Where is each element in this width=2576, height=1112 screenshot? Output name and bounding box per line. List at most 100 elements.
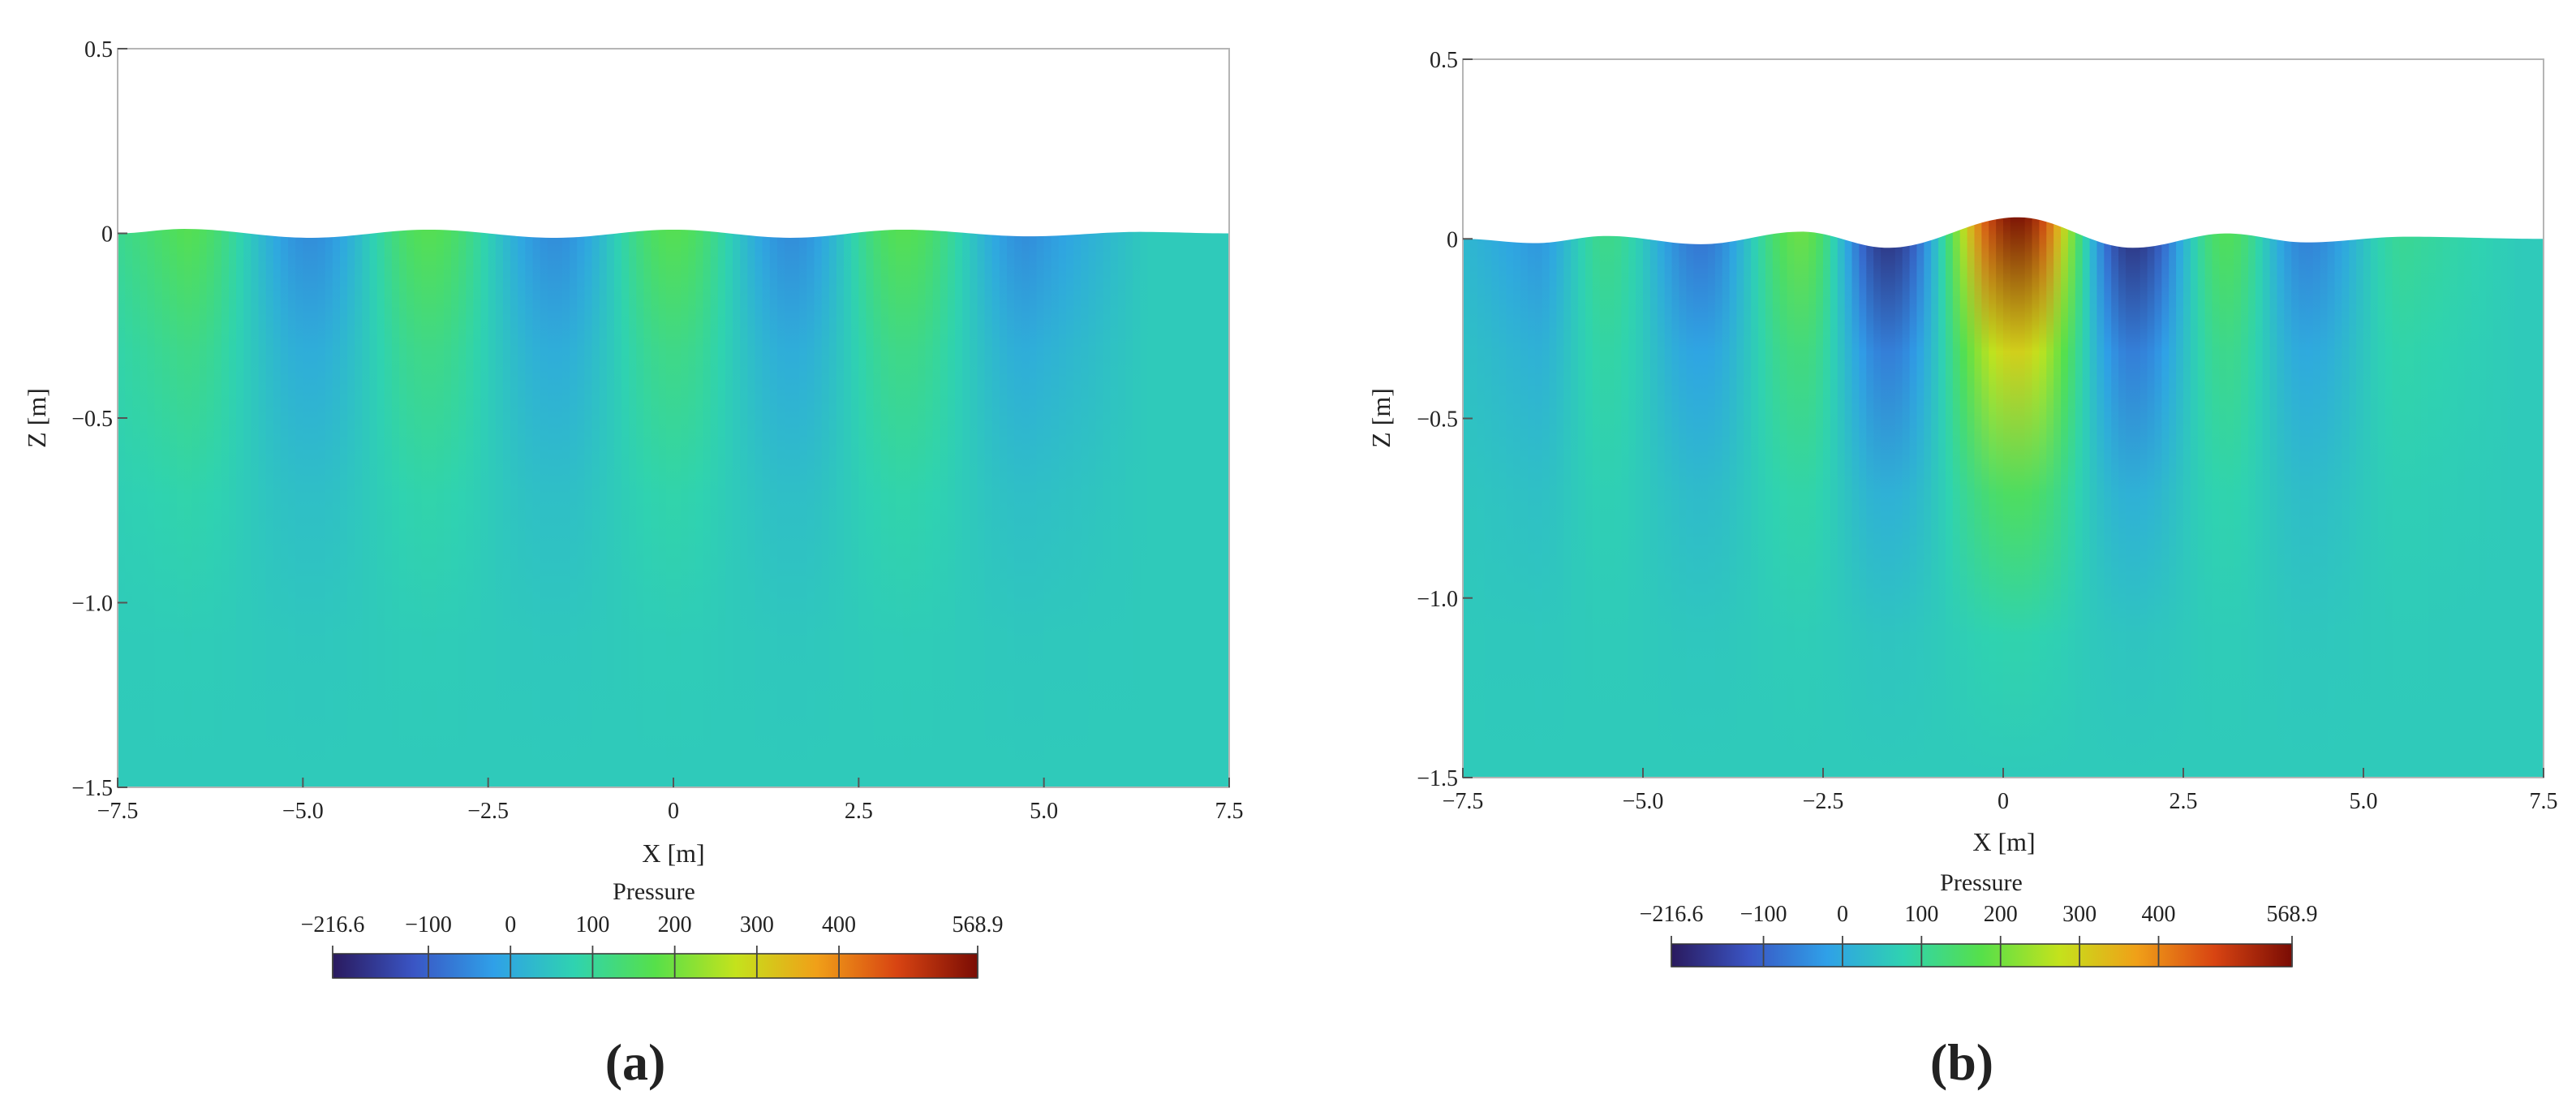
panel-b-field-column [2392, 209, 2401, 778]
panel-a-field-column [191, 204, 200, 787]
panel-a-field-column [325, 204, 333, 787]
panel-b-field-column [1989, 209, 1997, 778]
panel-a-colorbar-tick-label: 0 [505, 912, 516, 937]
panel-a-x-tick-label: −7.5 [97, 799, 139, 824]
panel-b-x-tick-label: 0 [1998, 789, 2009, 814]
panel-a-field-column [814, 204, 823, 787]
panel-b-field-column [1679, 209, 1688, 778]
panel-b-field-column [2046, 209, 2054, 778]
panel-a-colorbar-tick-label: −216.6 [301, 912, 365, 937]
panel-a-colorbar-tick-label: 100 [575, 912, 609, 937]
panel-b-field-column [1751, 209, 1759, 778]
panel-a-field-column [532, 204, 541, 787]
panel-a-field-column [1147, 204, 1156, 787]
panel-a-field-column [733, 204, 741, 787]
panel-a-x-axis-label: X [m] [642, 838, 704, 868]
panel-a-field-column [717, 204, 726, 787]
panel-b-field-column [2204, 209, 2213, 778]
panel-a-field-column [844, 204, 852, 787]
panel-a-colorbar-tick-label: −100 [405, 912, 452, 937]
panel-b-field-column [1779, 209, 1788, 778]
panel-b-field-column [2255, 209, 2264, 778]
panel-a-field-column [154, 204, 163, 787]
panel-a-field-column [510, 204, 518, 787]
panel-b-field-column [2089, 209, 2098, 778]
panel-b-field-column [2132, 209, 2141, 778]
panel-a-field-column [658, 204, 667, 787]
panel-b-field-column [2334, 209, 2343, 778]
panel-b-field-column [1469, 209, 1478, 778]
panel-b-colorbar-tick-label: 568.9 [2267, 902, 2318, 927]
panel-a-axes: −7.5 −5.0 −2.5 0 2.5 5.0 7.5 0.5 0 −0.5 −1.0 −1.5 [71, 37, 1243, 824]
panel-a-field-column [636, 204, 645, 787]
panel-b-field-column [1736, 209, 1745, 778]
panel-a-field-column [236, 204, 245, 787]
panel-b-field-column [2370, 209, 2379, 778]
panel-a-field-column [221, 204, 230, 787]
panel-a-field-column [436, 204, 445, 787]
panel-a-field-column [1021, 204, 1030, 787]
panel-a-field-column [495, 204, 504, 787]
panel-b-field-column [1967, 209, 1976, 778]
panel-b-field-column [2500, 209, 2509, 778]
panel-b-free-surface-mask [1463, 59, 2544, 248]
panel-a-label: (a) [605, 1033, 666, 1091]
panel-b-colorbar-tick-label: −216.6 [1640, 902, 1704, 927]
panel-b-field-column [1463, 209, 1471, 778]
panel-b-field-column [1851, 209, 1860, 778]
panel-b-colorbar-tick-label: −100 [1740, 902, 1787, 927]
panel-b: −7.5 −5.0 −2.5 0 2.5 5.0 7.5 0.5 0 −0.5 −1.0 −1.5 X… [1366, 48, 2558, 1091]
panel-b-field-column [2219, 209, 2228, 778]
panel-b-field-column [2061, 209, 2069, 778]
panel-b-field-column [1887, 209, 1896, 778]
panel-a-x-tick-label: 2.5 [845, 799, 873, 824]
panel-b-field-column [2406, 209, 2415, 778]
panel-a-field-column [932, 204, 941, 787]
panel-b-field-column [1707, 209, 1716, 778]
panel-a-field-column [991, 204, 1000, 787]
panel-b-field-column [2003, 209, 2011, 778]
panel-a-field-column [140, 204, 148, 787]
panel-a-field-column [621, 204, 630, 787]
panel-b-field-column [1556, 209, 1565, 778]
panel-b-field-column [2349, 209, 2357, 778]
panel-b-field-column [1881, 209, 1889, 778]
panel-b-field-column [2247, 209, 2256, 778]
panel-a-field-column [695, 204, 704, 787]
panel-b-field-column [2305, 209, 2314, 778]
panel-a-field-column [673, 204, 682, 787]
panel-b-field-column [2262, 209, 2271, 778]
panel-b-field-column [1909, 209, 1918, 778]
panel-b-x-tick-label: 5.0 [2350, 789, 2378, 814]
panel-b-y-tick-label: −1.5 [1417, 766, 1458, 791]
panel-b-colorbar: −216.6 −100 0 100 200 300 400 568.9 [1640, 902, 2318, 968]
panel-b-field-column [2312, 209, 2321, 778]
panel-a-field-column [206, 204, 215, 787]
panel-a-field-column [347, 204, 356, 787]
panel-b-field-column [1794, 209, 1803, 778]
panel-a-y-tick-label: −1.0 [71, 592, 113, 617]
panel-a-field-column [918, 204, 927, 787]
panel-b-field-column [2017, 209, 2026, 778]
panel-a-field-column [1155, 204, 1163, 787]
panel-a-field-column [280, 204, 289, 787]
panel-b-field-column [2327, 209, 2336, 778]
panel-b-field-column [2075, 209, 2084, 778]
panel-b-field-column [2536, 209, 2544, 778]
panel-a-field-column [184, 204, 193, 787]
panel-b-field-column [2183, 209, 2191, 778]
panel-b-field-column [2356, 209, 2364, 778]
panel-b-field-column [1959, 209, 1968, 778]
panel-b-x-tick-label: −7.5 [1443, 789, 1484, 814]
panel-a-field-column [776, 204, 785, 787]
panel-a-field-column [169, 204, 178, 787]
panel-b-field-column [1916, 209, 1925, 778]
panel-a-field-column [421, 204, 430, 787]
panel-b-field-column [1542, 209, 1550, 778]
panel-a-field-column [1133, 204, 1142, 787]
panel-a-field-column [132, 204, 141, 787]
panel-a-field-column [806, 204, 815, 787]
panel-b-field-column [1571, 209, 1579, 778]
panel-b-field-column [2479, 209, 2487, 778]
